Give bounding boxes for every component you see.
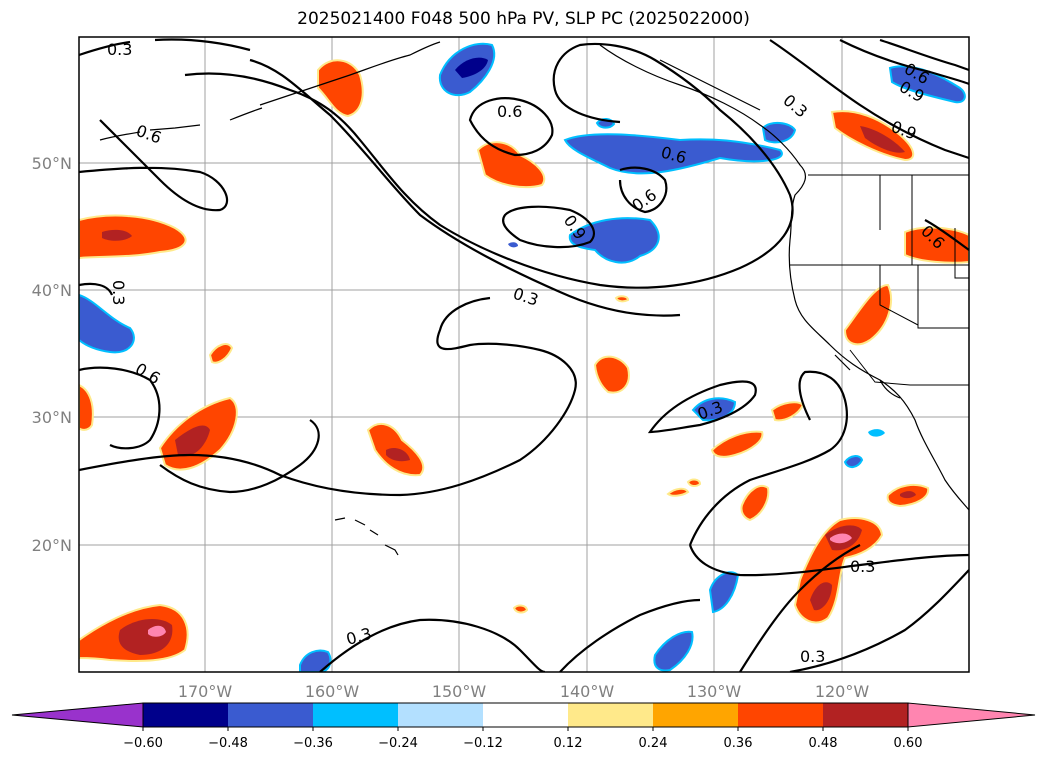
lat-label: 50°N bbox=[32, 154, 72, 173]
colorbar-tick-label: 0.60 bbox=[894, 736, 923, 751]
colorbar-extend-max bbox=[907, 702, 1036, 728]
colorbar-segment bbox=[228, 703, 313, 727]
contour-label: 0.6 bbox=[497, 102, 522, 121]
lon-label: 170°W bbox=[178, 682, 233, 701]
map-frame bbox=[78, 36, 970, 673]
colorbar-tick-label: −0.36 bbox=[293, 736, 333, 751]
lon-label: 120°W bbox=[815, 682, 870, 701]
lat-label: 40°N bbox=[32, 281, 72, 300]
colorbar-segment bbox=[568, 703, 653, 727]
lat-label: 20°N bbox=[32, 536, 72, 555]
colorbar-segment bbox=[823, 703, 908, 727]
contour-label: 0.3 bbox=[107, 40, 132, 59]
contour-label: 0.3 bbox=[850, 557, 875, 576]
lat-label: 30°N bbox=[32, 408, 72, 427]
colorbar-tick-label: −0.12 bbox=[463, 736, 503, 751]
colorbar-segment bbox=[313, 703, 398, 727]
colorbar-tick-label: 0.12 bbox=[554, 736, 583, 751]
negative-pv-areas bbox=[79, 42, 966, 672]
longitude-labels: 170°W 160°W 150°W 140°W 130°W 120°W bbox=[178, 682, 870, 701]
colorbar-tick-label: −0.48 bbox=[208, 736, 248, 751]
lon-label: 150°W bbox=[432, 682, 487, 701]
latitude-labels: 50°N 40°N 30°N 20°N bbox=[32, 154, 72, 555]
lon-label: 140°W bbox=[560, 682, 615, 701]
colorbar-extend-min bbox=[11, 702, 144, 728]
colorbar: −0.60 −0.48 −0.36 −0.24 −0.12 0.12 0.24 0.36 0.4… bbox=[11, 702, 1036, 751]
colorbar-tick-label: 0.24 bbox=[639, 736, 668, 751]
colorbar-tick-label: 0.36 bbox=[724, 736, 753, 751]
positive-pv-areas bbox=[79, 59, 969, 662]
colorbar-tick-label: 0.48 bbox=[809, 736, 838, 751]
lon-label: 160°W bbox=[305, 682, 360, 701]
colorbar-tick-label: −0.24 bbox=[378, 736, 418, 751]
contour-label: 0.3 bbox=[109, 280, 128, 305]
contour-label: 0.3 bbox=[800, 647, 825, 666]
colorbar-segment bbox=[143, 703, 228, 727]
lon-label: 130°W bbox=[687, 682, 742, 701]
slp-contours bbox=[79, 38, 969, 672]
colorbar-segment bbox=[738, 703, 823, 727]
colorbar-tick-label: −0.60 bbox=[123, 736, 163, 751]
colorbar-segment bbox=[398, 703, 483, 727]
boundaries bbox=[790, 174, 969, 386]
colorbar-segment bbox=[653, 703, 738, 727]
map-title: 2025021400 F048 500 hPa PV, SLP PC (2025… bbox=[297, 9, 750, 29]
colorbar-frame bbox=[142, 702, 909, 728]
colorbar-segment bbox=[483, 703, 568, 727]
